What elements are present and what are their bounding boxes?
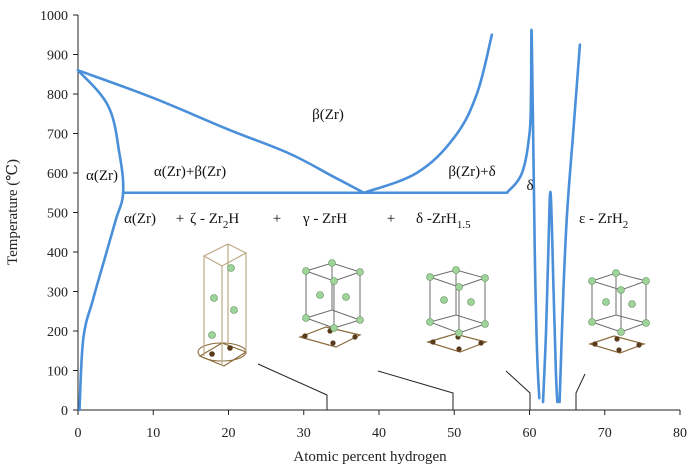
phase-boundaries bbox=[76, 28, 582, 412]
y-tick-label: 0 bbox=[61, 404, 68, 419]
x-tick-label: 80 bbox=[673, 426, 687, 441]
y-tick-label: 700 bbox=[47, 128, 68, 143]
y-tick-label: 400 bbox=[47, 246, 68, 261]
label-beta-zr: β(Zr) bbox=[312, 107, 344, 123]
crystal-structure-gamma-icon bbox=[298, 259, 364, 348]
label-zeta-zr2h: ζ - Zr2H bbox=[190, 211, 239, 231]
y-tick-label: 500 bbox=[47, 207, 68, 222]
x-tick-labels: 0 10 20 30 40 50 60 70 80 bbox=[75, 410, 687, 441]
crystal-structure-epsilon-icon bbox=[588, 269, 650, 354]
y-tick-label: 100 bbox=[47, 365, 68, 380]
y-tick-labels: 0 100 200 300 400 500 600 700 800 900 1000 bbox=[40, 9, 78, 419]
y-tick-label: 600 bbox=[47, 167, 68, 182]
x-tick-label: 30 bbox=[297, 426, 311, 441]
boundary-epsilon-left bbox=[558, 43, 582, 404]
label-plus-1: + bbox=[176, 211, 184, 227]
crystal-structure-delta-icon bbox=[425, 266, 489, 353]
leader-delta bbox=[505, 370, 531, 410]
x-tick-label: 40 bbox=[372, 426, 386, 441]
leader-lines bbox=[257, 363, 586, 410]
label-plus-3: + bbox=[387, 211, 395, 227]
x-tick-label: 20 bbox=[222, 426, 236, 441]
leader-zeta bbox=[257, 363, 328, 410]
boundary-alpha-solvus bbox=[76, 69, 125, 412]
label-plus-2: + bbox=[273, 211, 281, 227]
boundary-beta-transus-right bbox=[362, 33, 494, 195]
label-alpha-zr: α(Zr) bbox=[86, 168, 118, 184]
x-tick-label: 70 bbox=[598, 426, 612, 441]
x-tick-label: 60 bbox=[523, 426, 537, 441]
region-labels: β(Zr) α(Zr) α(Zr)+β(Zr) β(Zr)+δ δ α(Zr) … bbox=[86, 107, 628, 231]
leader-epsilon bbox=[575, 373, 586, 410]
y-tick-label: 200 bbox=[47, 325, 68, 340]
x-tick-label: 0 bbox=[75, 426, 82, 441]
x-axis-title: Atomic percent hydrogen bbox=[293, 449, 447, 465]
x-tick-label: 50 bbox=[447, 426, 461, 441]
label-delta-zrh15: δ -ZrH1.5 bbox=[416, 211, 471, 231]
y-tick-label: 300 bbox=[47, 286, 68, 301]
y-axis-title: Temperature (℃) bbox=[5, 159, 21, 265]
y-tick-label: 800 bbox=[47, 88, 68, 103]
boundary-delta-right bbox=[541, 190, 559, 404]
boundary-delta-left bbox=[505, 28, 541, 400]
label-gamma-zrh: γ - ZrH bbox=[302, 211, 347, 227]
label-delta: δ bbox=[526, 178, 533, 194]
leader-gamma bbox=[377, 370, 454, 410]
x-tick-label: 10 bbox=[146, 426, 160, 441]
label-epsilon-zrh2: ε - ZrH2 bbox=[579, 211, 628, 231]
boundary-beta-transus-left bbox=[76, 69, 366, 195]
label-alpha-zr-low: α(Zr) bbox=[124, 211, 156, 227]
label-alpha-beta: α(Zr)+β(Zr) bbox=[154, 164, 226, 180]
y-tick-label: 900 bbox=[47, 49, 68, 64]
label-beta-delta: β(Zr)+δ bbox=[448, 164, 495, 180]
y-tick-label: 1000 bbox=[40, 9, 68, 24]
crystal-structure-zeta-icon bbox=[197, 243, 248, 367]
